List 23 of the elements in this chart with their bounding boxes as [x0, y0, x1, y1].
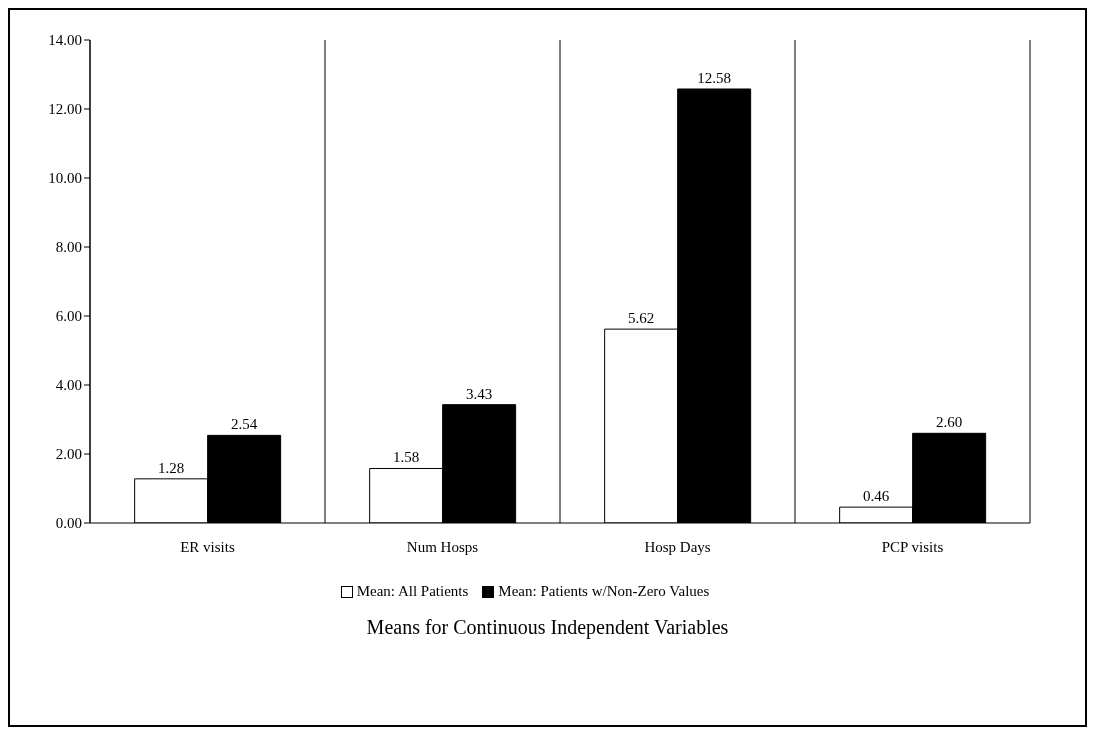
legend-label: Mean: All Patients	[356, 583, 469, 600]
y-tick-label: 0.00	[55, 515, 82, 532]
data-label: 2.60	[936, 414, 963, 431]
data-label: 5.62	[628, 310, 655, 327]
legend-label: Mean: Patients w/Non-Zero Values	[498, 583, 710, 600]
data-label: 12.58	[697, 69, 732, 86]
data-label: 3.43	[466, 385, 493, 402]
x-tick-label: Num Hosps	[406, 538, 479, 555]
x-tick-label: ER visits	[180, 538, 235, 555]
x-tick-label: PCP visits	[881, 538, 944, 555]
data-label: 0.46	[863, 488, 890, 505]
y-tick-label: 4.00	[55, 377, 82, 394]
data-label: 1.58	[393, 449, 420, 466]
y-tick-label: 8.00	[55, 239, 82, 256]
y-tick-label: 12.00	[48, 101, 82, 118]
data-label: 1.28	[158, 459, 185, 476]
y-tick-label: 10.00	[48, 170, 82, 187]
y-tick-label: 2.00	[55, 446, 82, 463]
y-tick-label: 6.00	[55, 308, 82, 325]
y-tick-label: 14.00	[48, 32, 82, 49]
data-label: 2.54	[231, 416, 258, 433]
text: Means for Continuous Independent Variables	[365, 616, 730, 639]
x-tick-label: Hosp Days	[644, 538, 711, 555]
